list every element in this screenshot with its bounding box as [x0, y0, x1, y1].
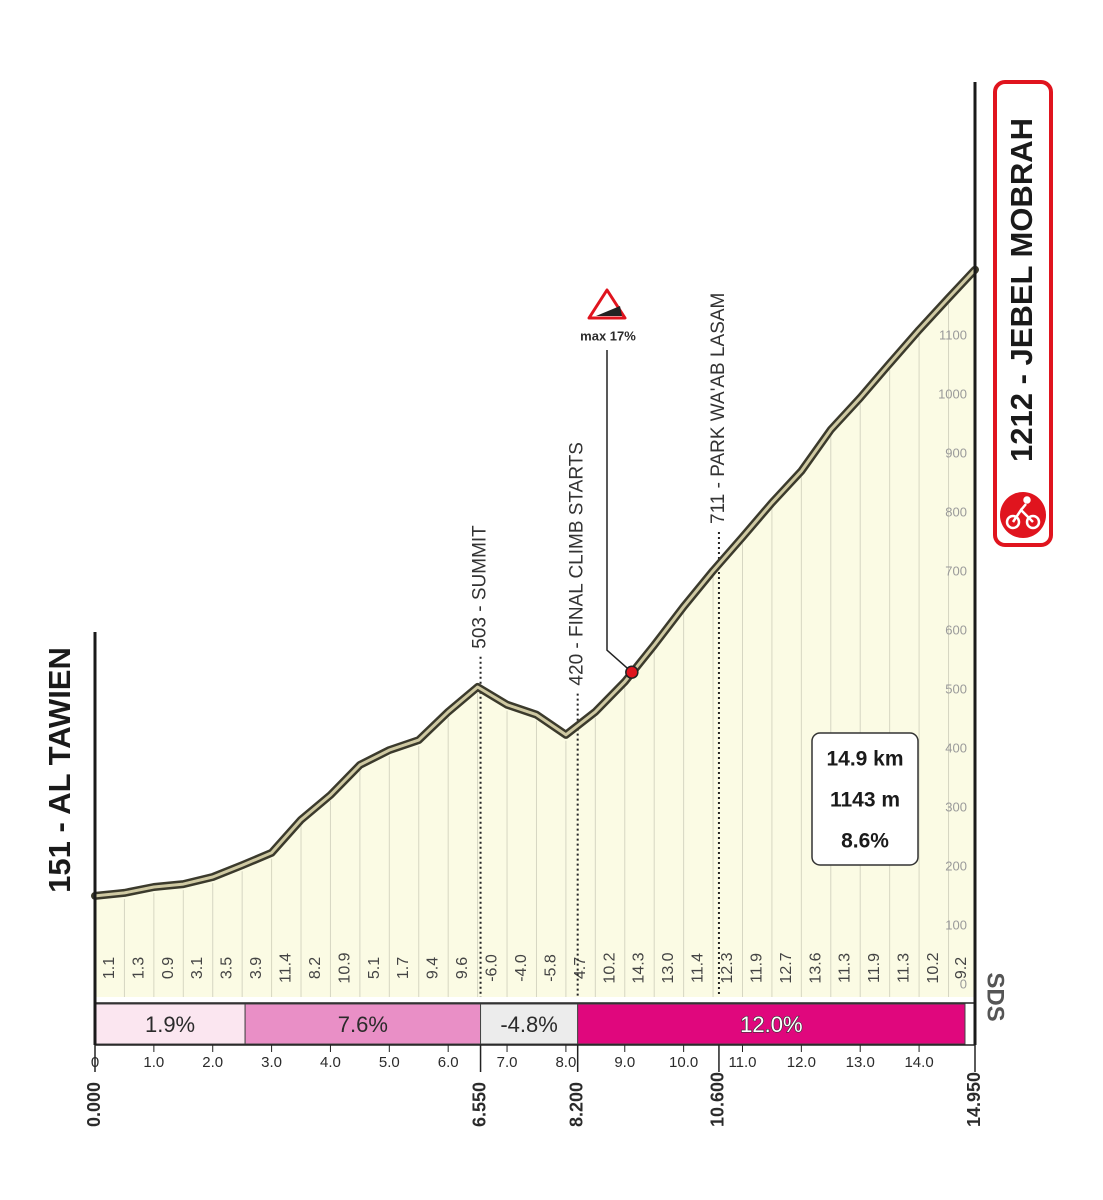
gradient-label: 11.9: [748, 953, 765, 983]
stat-label: 14.9 km: [826, 748, 903, 771]
gradient-band: [480, 1003, 579, 1045]
annotation-label: 711 - PARK WA'AB LASAM: [708, 293, 729, 524]
gradient-label: 9.6: [454, 957, 471, 979]
gradient-label: 11.3: [896, 953, 913, 983]
key-distance-label: 8.200: [566, 1082, 586, 1127]
gradient-label: 10.9: [336, 952, 353, 983]
max-gradient-label: max 17%: [580, 328, 636, 343]
gradient-label: 5.1: [366, 957, 383, 979]
x-tick-label: 6.0: [438, 1054, 459, 1071]
stats-box: [811, 732, 919, 866]
x-tick-label: 8.0: [555, 1054, 576, 1071]
gradient-label: 13.6: [807, 952, 824, 983]
gradient-label: 3.9: [248, 957, 265, 979]
bike-glyph: [1005, 496, 1041, 530]
gradient-band: [577, 1003, 966, 1045]
key-distance-label: 14.950: [964, 1072, 984, 1127]
gradient-band-label: 12.0%: [740, 1012, 802, 1037]
gradient-label: -5.8: [542, 954, 559, 982]
y-tick-label: 300: [945, 799, 967, 814]
annotation-label: 503 - SUMMIT: [470, 525, 491, 649]
logo: SDS: [982, 972, 1009, 1021]
x-tick-label: 1.0: [143, 1054, 164, 1071]
finish-label: 1212 - JEBEL MOBRAH: [1004, 118, 1039, 462]
gradient-label: 10.2: [925, 952, 942, 983]
gradient-label: 1.1: [101, 957, 118, 979]
key-distance-label: 0.000: [84, 1082, 104, 1127]
gradient-label: 12.7: [778, 952, 795, 983]
key-distance-label: 10.600: [708, 1072, 728, 1127]
profile-area: [95, 269, 975, 997]
stat-label: 1143 m: [830, 789, 900, 812]
gradient-label: 3.1: [189, 957, 206, 979]
gradient-band: [94, 1003, 246, 1045]
gradient-label: 3.5: [219, 957, 236, 979]
gradient-label: 0.9: [160, 957, 177, 979]
gradient-band-label: 7.6%: [338, 1012, 388, 1037]
x-tick-label: 14.0: [904, 1054, 933, 1071]
gradient-label: 11.9: [866, 953, 883, 983]
bike-icon: [1000, 492, 1046, 538]
x-tick-label: 12.0: [787, 1054, 816, 1071]
y-tick-label: 700: [945, 563, 967, 578]
x-tick-label: 7.0: [497, 1054, 518, 1071]
x-tick-label: 11.0: [728, 1054, 756, 1071]
gradient-label: -4.0: [513, 954, 530, 982]
gradient-label: 11.4: [278, 953, 295, 983]
stat-label: 8.6%: [841, 830, 889, 853]
y-tick-label: 400: [945, 740, 967, 755]
y-tick-label: 100: [945, 917, 967, 932]
gradient-label: -6.0: [484, 954, 501, 982]
y-tick-label: 1000: [938, 386, 967, 401]
y-tick-label: 500: [945, 681, 967, 696]
gradient-label: 9.2: [953, 957, 970, 979]
x-tick-label: 9.0: [614, 1054, 635, 1071]
x-tick-label: 13.0: [846, 1054, 875, 1071]
x-tick-label: 3.0: [261, 1054, 282, 1071]
profile-line-highlight: [93, 268, 977, 898]
gradient-label: 12.3: [719, 952, 736, 983]
gradient-label: 4.7: [572, 957, 589, 979]
max-gradient-point: [625, 665, 639, 679]
x-tick-label: 5.0: [379, 1054, 400, 1071]
gradient-label: 9.4: [425, 957, 442, 979]
gradient-label: 8.2: [307, 957, 324, 979]
max-gradient-leader: [606, 350, 633, 673]
y-tick-label: 0: [960, 976, 967, 991]
gradient-label: 1.7: [395, 957, 412, 979]
finish-box: [993, 80, 1053, 547]
gradient-label: 11.3: [837, 953, 854, 983]
gradient-label: 13.0: [660, 952, 677, 983]
gradient-label: 1.3: [130, 957, 147, 979]
y-tick-label: 1100: [939, 327, 967, 342]
gradient-label: 14.3: [631, 952, 648, 983]
annotation-label: 420 - FINAL CLIMB STARTS: [567, 442, 588, 686]
x-tick-label: 2.0: [202, 1054, 223, 1071]
x-tick-label: 4.0: [320, 1054, 341, 1071]
gradient-band-label: 1.9%: [145, 1012, 195, 1037]
y-tick-label: 800: [945, 504, 967, 519]
gradient-label: 11.4: [690, 953, 707, 983]
y-tick-label: 900: [945, 445, 967, 460]
key-distance-label: 6.550: [469, 1082, 489, 1127]
gradient-band-label: -4.8%: [500, 1012, 557, 1037]
gradient-label: 10.2: [601, 952, 618, 983]
y-tick-label: 200: [945, 858, 967, 873]
x-tick-label: 10.0: [669, 1054, 698, 1071]
y-tick-label: 600: [945, 622, 967, 637]
start-label: 151 - AL TAWIEN: [42, 647, 77, 893]
max-gradient-icon-slope: [596, 306, 622, 316]
